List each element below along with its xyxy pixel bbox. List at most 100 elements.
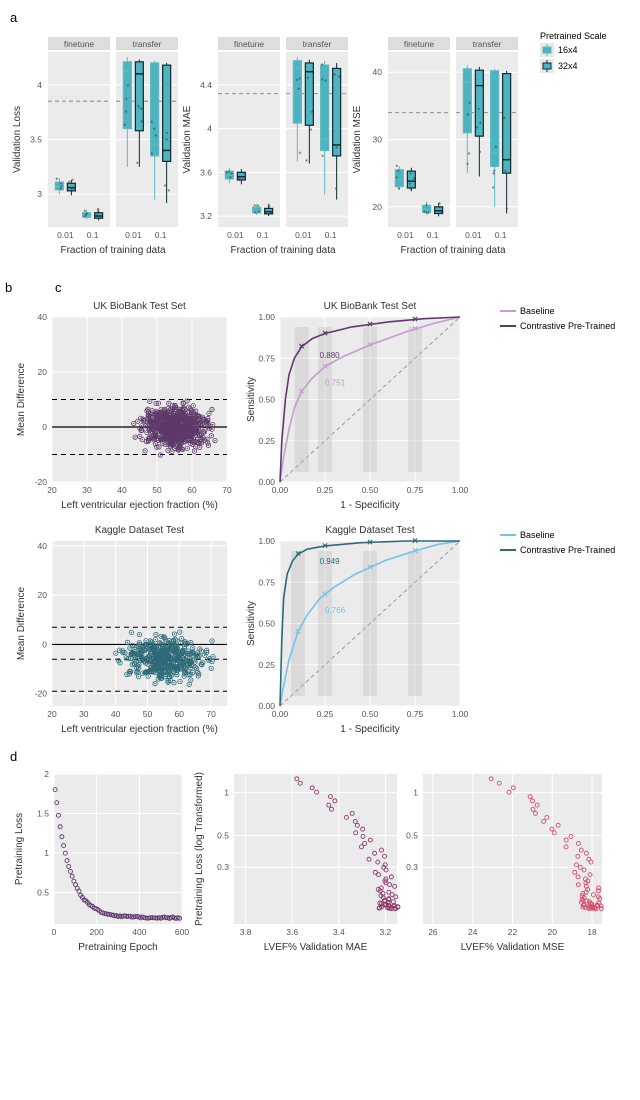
svg-text:*: * [71, 178, 74, 185]
svg-text:×: × [295, 549, 301, 560]
x-tick: 70 [206, 709, 216, 719]
x-tick: 200 [90, 927, 104, 937]
svg-text:*: * [396, 164, 399, 171]
y-tick: 0 [42, 639, 47, 649]
x-axis-label: LVEF% Validation MSE [461, 942, 565, 953]
legend-item: Contrastive Pre-Trained [520, 545, 615, 555]
x-tick: 20 [47, 709, 57, 719]
x-tick: 1.00 [452, 709, 469, 719]
ci-band [318, 327, 332, 472]
facet-label: transfer [473, 39, 502, 49]
svg-text:*: * [297, 87, 300, 94]
svg-text:*: * [504, 169, 507, 176]
x-tick: 22 [508, 927, 518, 937]
svg-text:*: * [60, 185, 63, 192]
y-tick: 40 [38, 312, 48, 322]
svg-text:*: * [466, 162, 469, 169]
y-tick: 4.4 [200, 80, 212, 90]
x-tick: 70 [222, 485, 232, 495]
y-tick: 1 [44, 848, 49, 858]
svg-text:*: * [409, 182, 412, 189]
y-tick: 0.5 [406, 831, 418, 841]
x-tick: 60 [187, 485, 197, 495]
boxplot-box [151, 63, 159, 156]
y-tick: 40 [38, 541, 48, 551]
x-tick: 0.25 [317, 485, 334, 495]
x-tick: 0.50 [362, 709, 379, 719]
legend-item: Baseline [520, 530, 555, 540]
y-tick: 0.75 [258, 353, 275, 363]
x-tick: 0.01 [125, 230, 142, 240]
facet-label: finetune [234, 39, 265, 49]
svg-text:*: * [425, 203, 428, 210]
legend-item: Baseline [520, 306, 555, 316]
svg-text:*: * [127, 84, 130, 91]
svg-text:×: × [322, 362, 328, 373]
y-axis-label: Sensitivity [246, 377, 257, 422]
x-tick: 3.2 [379, 927, 391, 937]
svg-text:*: * [168, 189, 171, 196]
plot-bg [54, 774, 182, 924]
y-tick: 0.5 [37, 887, 49, 897]
x-tick: 0.01 [227, 230, 244, 240]
svg-text:×: × [367, 340, 373, 351]
y-tick: 0.00 [258, 477, 275, 487]
svg-text:*: * [123, 123, 126, 130]
svg-text:×: × [295, 627, 301, 638]
facet-label: finetune [404, 39, 435, 49]
plot-title: UK BioBank Test Set [324, 301, 417, 312]
svg-text:*: * [153, 128, 156, 135]
x-tick: 40 [117, 485, 127, 495]
svg-text:×: × [412, 546, 418, 557]
panel-bc-row2: Kaggle Dataset Test203040506070-2002040L… [10, 521, 630, 741]
svg-text:*: * [125, 110, 128, 117]
panel-b-label: b [5, 280, 55, 295]
svg-text:*: * [311, 111, 314, 118]
x-tick: 0.1 [495, 230, 507, 240]
y-tick: 0.25 [258, 660, 275, 670]
y-tick: 40 [373, 67, 383, 77]
plot-title: Kaggle Dataset Test [325, 525, 415, 536]
svg-text:*: * [267, 203, 270, 210]
y-tick: 4 [207, 124, 212, 134]
y-tick: 4 [37, 80, 42, 90]
x-axis-label: 1 - Specificity [340, 500, 399, 511]
x-tick: 3.6 [286, 927, 298, 937]
svg-text:*: * [165, 138, 168, 145]
svg-text:×: × [367, 537, 373, 548]
x-axis-label: Fraction of training data [230, 245, 335, 256]
svg-text:*: * [140, 108, 143, 115]
svg-text:*: * [298, 77, 301, 84]
svg-text:×: × [322, 329, 328, 340]
y-tick: 2 [44, 769, 49, 779]
ci-band [408, 551, 422, 696]
svg-text:*: * [466, 113, 469, 120]
y-tick: 1.00 [258, 536, 275, 546]
panel-a: Validation Loss33.54finetune********0.01… [10, 27, 630, 272]
plot-bg [234, 774, 397, 924]
x-axis-label: LVEF% Validation MAE [264, 942, 368, 953]
x-tick: 400 [132, 927, 146, 937]
svg-text:*: * [321, 63, 324, 70]
x-axis-label: Left ventricular ejection fraction (%) [61, 500, 218, 511]
y-tick: 1.5 [37, 808, 49, 818]
svg-text:*: * [306, 76, 309, 83]
x-tick: 0.75 [407, 485, 424, 495]
svg-text:×: × [412, 314, 418, 325]
svg-text:*: * [125, 98, 128, 105]
ci-band [318, 551, 332, 696]
y-tick: 20 [38, 590, 48, 600]
x-tick: 40 [111, 709, 121, 719]
y-tick: 0 [42, 422, 47, 432]
y-tick: 20 [373, 202, 383, 212]
svg-text:*: * [507, 158, 510, 165]
x-tick: 0.75 [407, 709, 424, 719]
plot-bg [52, 541, 227, 706]
facet-label: transfer [303, 39, 332, 49]
svg-text:*: * [228, 170, 231, 177]
svg-text:×: × [367, 319, 373, 330]
x-tick: 20 [47, 485, 57, 495]
y-axis-label: Sensitivity [246, 601, 257, 646]
legend-title: Pretrained Scale [540, 31, 607, 41]
svg-text:×: × [299, 342, 305, 353]
